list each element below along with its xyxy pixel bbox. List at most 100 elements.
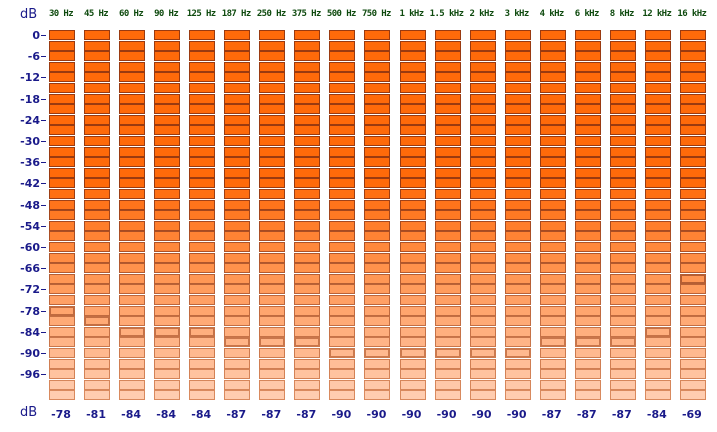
band-label: 45 Hz xyxy=(84,9,109,19)
meter-segment xyxy=(294,252,321,263)
meter-segment xyxy=(644,178,671,189)
db-tick-mark xyxy=(41,35,46,36)
meter-segment xyxy=(644,93,671,104)
meter-segment xyxy=(49,242,75,252)
db-tick-mark xyxy=(41,162,46,164)
peak-hold-segment xyxy=(49,305,75,316)
meter-segment xyxy=(679,40,706,51)
meter-segment xyxy=(49,146,75,157)
meter-segment xyxy=(189,83,216,93)
meter-segment xyxy=(294,284,321,295)
meter-segment xyxy=(189,51,216,62)
meter-segment xyxy=(539,136,566,146)
meter-segment xyxy=(574,273,601,284)
meter-segment xyxy=(609,348,636,358)
meter-segment xyxy=(434,83,461,93)
meter-segment xyxy=(609,220,636,231)
meter-segment xyxy=(434,104,461,115)
meter-segment xyxy=(434,157,461,168)
meter-segment xyxy=(154,284,181,295)
meter-segment xyxy=(644,284,671,295)
meter-segment xyxy=(504,390,531,401)
meter-segment xyxy=(119,231,146,242)
meter-segment xyxy=(644,273,671,284)
peak-value: -90 xyxy=(471,408,492,421)
meter-segment xyxy=(224,242,251,252)
meter-segment xyxy=(644,114,671,125)
meter-segment xyxy=(469,379,496,390)
meter-segment xyxy=(84,390,111,401)
meter-segment xyxy=(539,125,566,136)
meter-segment xyxy=(574,252,601,263)
band-label: 6 kHz xyxy=(574,9,600,19)
meter-segment xyxy=(399,40,426,51)
meter-segment xyxy=(609,83,636,93)
meter-segment xyxy=(574,178,601,189)
meter-segment xyxy=(574,316,601,327)
meter-segment xyxy=(294,30,321,40)
meter-segment xyxy=(84,284,111,295)
meter-segment xyxy=(189,252,216,263)
meter-segment xyxy=(259,157,286,168)
meter-segment xyxy=(679,379,706,390)
meter-segment xyxy=(49,210,75,221)
meter-segment xyxy=(504,295,531,305)
meter-segment xyxy=(364,220,391,231)
meter-segment xyxy=(224,136,251,146)
meter-segment xyxy=(609,146,636,157)
meter-segment xyxy=(609,61,636,72)
meter-segment xyxy=(84,51,111,62)
meter-segment xyxy=(574,263,601,274)
meter-segment xyxy=(364,199,391,210)
meter-segment xyxy=(119,157,146,168)
meter-segment xyxy=(574,125,601,136)
peak-value: -90 xyxy=(401,408,422,421)
meter-segment xyxy=(84,379,111,390)
meter-segment xyxy=(539,146,566,157)
band-label: 125 Hz xyxy=(186,9,217,19)
meter-segment xyxy=(84,61,111,72)
meter-segment xyxy=(679,263,706,274)
meter-segment xyxy=(504,146,531,157)
peak-value: -90 xyxy=(331,408,352,421)
meter-segment xyxy=(609,72,636,83)
meter-segment xyxy=(364,167,391,178)
meter-segment xyxy=(504,358,531,369)
meter-segment xyxy=(434,189,461,199)
meter-segment xyxy=(364,326,391,337)
meter-segment xyxy=(84,199,111,210)
meter-segment xyxy=(679,337,706,348)
db-tick-label: -42 xyxy=(20,177,40,191)
meter-segment xyxy=(574,220,601,231)
meter-segment xyxy=(259,284,286,295)
meter-segment xyxy=(49,348,75,358)
meter-segment xyxy=(364,358,391,369)
db-tick-label: -84 xyxy=(20,325,40,339)
meter-segment xyxy=(644,136,671,146)
meter-segment xyxy=(154,199,181,210)
meter-segment xyxy=(434,146,461,157)
meter-segment xyxy=(224,104,251,115)
meter-segment xyxy=(329,316,356,327)
meter-segment xyxy=(644,210,671,221)
meter-segment xyxy=(399,295,426,305)
meter-segment xyxy=(539,72,566,83)
meter-segment xyxy=(154,210,181,221)
meter-segment xyxy=(154,273,181,284)
meter-segment xyxy=(469,30,496,40)
meter-segment xyxy=(119,305,146,316)
meter-segment xyxy=(224,273,251,284)
band-label: 1.5 kHz xyxy=(429,9,464,19)
meter-segment xyxy=(259,316,286,327)
meter-segment xyxy=(434,40,461,51)
meter-segment xyxy=(364,263,391,274)
meter-segment xyxy=(189,220,216,231)
meter-segment xyxy=(644,199,671,210)
meter-segment xyxy=(539,284,566,295)
meter-segment xyxy=(679,369,706,380)
meter-segment xyxy=(154,242,181,252)
meter-segment xyxy=(469,284,496,295)
meter-segment xyxy=(329,125,356,136)
meter-segment xyxy=(539,157,566,168)
